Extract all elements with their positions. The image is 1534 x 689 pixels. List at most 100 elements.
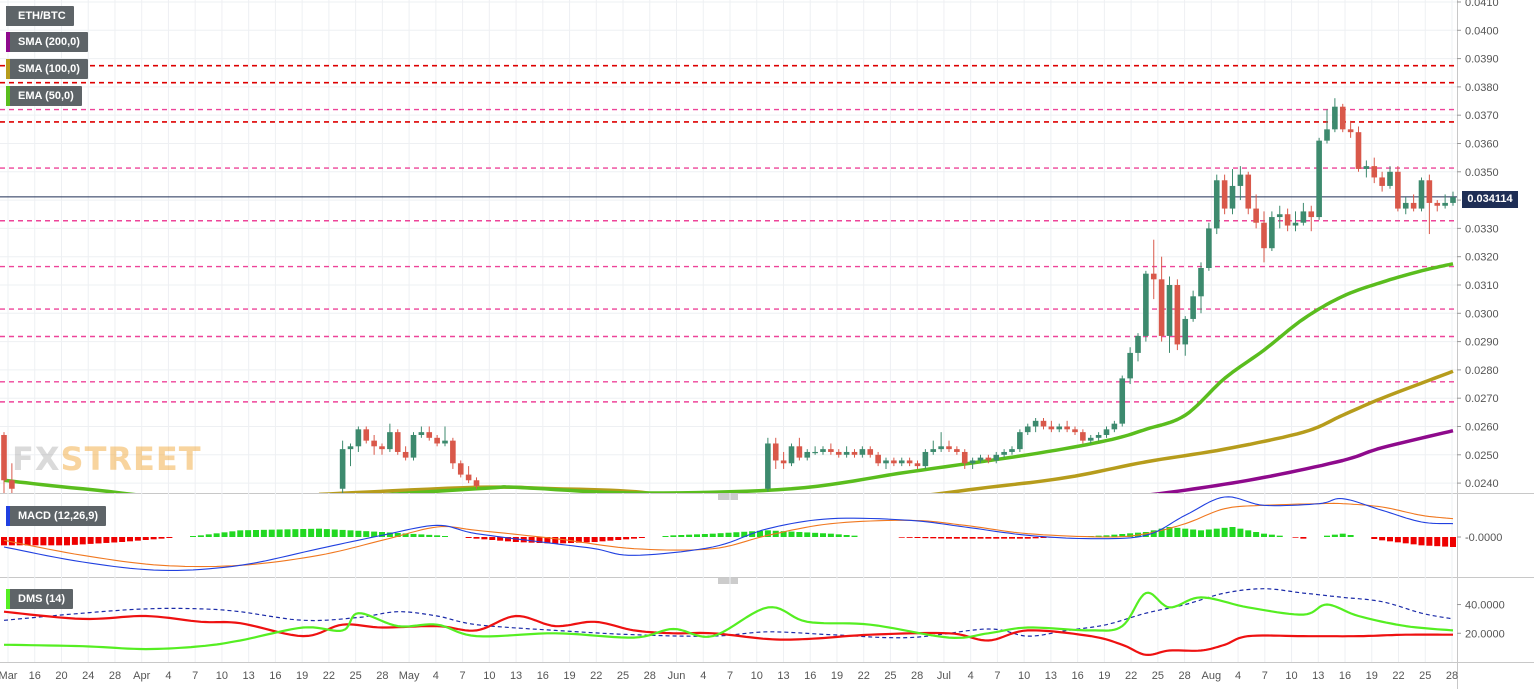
candle-down xyxy=(1253,208,1259,223)
candle-down xyxy=(891,460,897,464)
macd-histogram-bar xyxy=(331,529,338,537)
macd-histogram-bar xyxy=(977,537,984,539)
indicator-tag-ema50[interactable]: EMA (50,0) xyxy=(6,86,82,106)
macd-histogram-bar xyxy=(221,532,228,537)
y-tick-label: 0.0260 xyxy=(1465,421,1499,433)
sma200-label: SMA (200,0) xyxy=(18,36,80,48)
macd-histogram-bar xyxy=(804,532,811,537)
macd-histogram-bar xyxy=(434,535,441,537)
x-tick-label: 25 xyxy=(1419,670,1431,682)
candle-up xyxy=(387,432,393,450)
x-tick-label: 10 xyxy=(1018,670,1030,682)
macd-histogram-bar xyxy=(741,531,748,537)
candle-down xyxy=(772,443,779,461)
macd-histogram-bar xyxy=(481,537,488,540)
candle-down xyxy=(1080,432,1086,441)
candle-down xyxy=(379,446,385,450)
candle-down xyxy=(961,451,968,464)
x-tick-label: 28 xyxy=(644,670,656,682)
macd-histogram-bar xyxy=(79,537,86,545)
candle-up xyxy=(1056,426,1063,430)
candle-up xyxy=(1198,268,1204,297)
candle-down xyxy=(363,429,370,441)
macd-histogram-bar xyxy=(812,532,819,537)
macd-histogram-bar xyxy=(1292,537,1299,538)
macd-histogram-bar xyxy=(898,537,905,538)
candle-up xyxy=(1103,429,1110,435)
macd-histogram-bar xyxy=(402,533,409,537)
x-tick-label: 16 xyxy=(1339,670,1351,682)
macd-histogram-bar xyxy=(536,537,543,543)
candle-down xyxy=(1347,129,1354,133)
macd-histogram-bar xyxy=(1111,534,1118,537)
macd-histogram-bar xyxy=(276,529,283,537)
plus-di-line xyxy=(4,591,1454,651)
macd-histogram-bar xyxy=(355,530,362,537)
candle-down xyxy=(835,451,842,455)
macd-histogram-bar xyxy=(1339,533,1346,537)
x-tick-label: 19 xyxy=(296,670,308,682)
y-tick-label: 0.0280 xyxy=(1465,365,1499,377)
x-tick-label: 10 xyxy=(751,670,763,682)
macd-histogram-bar xyxy=(1268,534,1275,537)
x-tick-label: 25 xyxy=(884,670,896,682)
symbol-tag[interactable]: ETH/BTC xyxy=(6,6,74,26)
macd-histogram-bar xyxy=(1324,535,1330,537)
candle-down xyxy=(796,446,803,458)
x-tick-label: Jun xyxy=(668,670,686,682)
price-panel-bg xyxy=(0,0,1457,493)
macd-histogram-bar xyxy=(8,537,15,546)
candle-up xyxy=(1182,318,1189,345)
y-tick-label: 0.0270 xyxy=(1465,393,1499,405)
candle-up xyxy=(1316,140,1322,218)
macd-histogram-bar xyxy=(985,537,992,539)
macd-histogram-bar xyxy=(1300,537,1307,539)
macd-histogram-bar xyxy=(1450,537,1456,547)
macd-histogram-bar xyxy=(418,534,425,537)
macd-histogram-bar xyxy=(426,534,433,537)
macd-histogram-bar xyxy=(1150,530,1157,537)
candle-up xyxy=(1166,284,1173,336)
macd-histogram-bar xyxy=(347,530,354,537)
candle-down xyxy=(1308,211,1315,218)
macd-histogram-bar xyxy=(229,531,236,537)
candle-up xyxy=(1127,352,1133,379)
dms-tag[interactable]: DMS (14) xyxy=(6,589,74,609)
candle-up xyxy=(1135,335,1141,353)
macd-histogram-bar xyxy=(1009,537,1015,539)
last-price-marker: 0.034114 xyxy=(1462,191,1518,208)
macd-histogram-bar xyxy=(245,530,252,537)
macd-tag[interactable]: MACD (12,26,9) xyxy=(6,506,107,526)
x-tick-label: 13 xyxy=(510,670,522,682)
x-tick-label: 19 xyxy=(1098,670,1110,682)
candle-down xyxy=(9,480,15,489)
indicator-tag-sma200[interactable]: SMA (200,0) xyxy=(6,32,88,52)
candle-down xyxy=(828,449,834,452)
candle-up xyxy=(1095,434,1102,438)
candle-up xyxy=(930,449,937,452)
macd-histogram-bar xyxy=(1158,528,1165,537)
macd-histogram-bar xyxy=(284,529,291,537)
macd-histogram-bar xyxy=(1095,535,1102,537)
candle-up xyxy=(1213,180,1220,229)
macd-histogram-bar xyxy=(1402,537,1409,544)
macd-histogram-bar xyxy=(339,529,346,537)
indicator-tag-sma100[interactable]: SMA (100,0) xyxy=(6,59,88,79)
macd-histogram-bar xyxy=(1024,537,1031,539)
candle-down xyxy=(1245,174,1252,209)
candle-up xyxy=(1237,174,1244,186)
candle-up xyxy=(883,460,889,464)
macd-histogram-bar xyxy=(1190,529,1197,537)
x-tick-label: 19 xyxy=(831,670,843,682)
macd-histogram-bar xyxy=(379,532,385,537)
x-tick-label: 28 xyxy=(376,670,388,682)
candle-up xyxy=(1087,437,1094,441)
macd-histogram-bar xyxy=(56,537,63,546)
macd-histogram-bar xyxy=(1394,537,1401,543)
macd-histogram-bar xyxy=(599,537,606,542)
macd-histogram-bar xyxy=(764,530,771,537)
x-tick-label: Mar xyxy=(0,670,18,682)
macd-histogram-bar xyxy=(1040,537,1047,538)
macd-histogram-bar xyxy=(914,537,921,538)
